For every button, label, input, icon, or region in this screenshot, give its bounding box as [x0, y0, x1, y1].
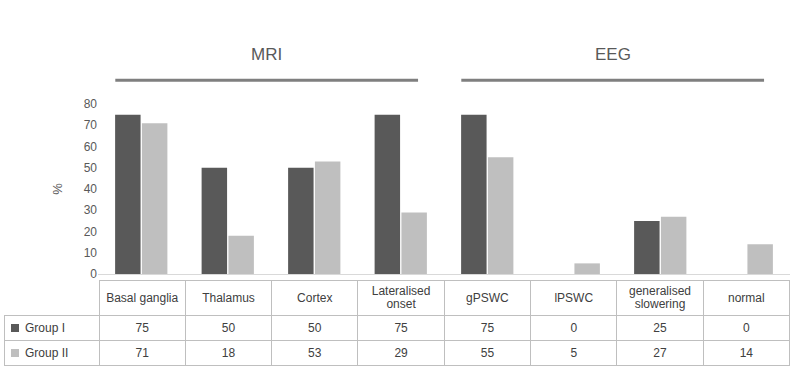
svg-text:40: 40: [84, 182, 98, 196]
html-text:normal: normal: [728, 290, 765, 305]
html-text:0: 0: [743, 320, 750, 335]
html-text:53: 53: [308, 345, 322, 360]
html-text:25: 25: [653, 320, 667, 335]
html-text:75: 75: [135, 320, 149, 335]
html-text:75: 75: [394, 320, 408, 335]
html-text:Cortex: Cortex: [297, 290, 333, 305]
html-text:generalised slowering: generalised slowering: [629, 284, 691, 311]
html-text:75: 75: [480, 320, 495, 335]
html-text:50: 50: [221, 320, 236, 335]
html-text:Group II: Group II: [25, 345, 69, 360]
svg-text:20: 20: [84, 225, 98, 239]
html-text:29: 29: [394, 345, 408, 360]
svg-text:50: 50: [84, 161, 98, 175]
html-text:18: 18: [221, 345, 236, 360]
svg-text:0: 0: [90, 267, 97, 281]
html-text:27: 27: [653, 345, 667, 360]
svg-text:30: 30: [84, 203, 98, 217]
html-text:Basal ganglia: Basal ganglia: [106, 290, 179, 305]
html-text:Thalamus: Thalamus: [202, 290, 255, 305]
html-text:14: 14: [739, 345, 753, 360]
svg-text:MRI: MRI: [251, 45, 282, 64]
html-text:71: 71: [135, 345, 149, 360]
html-text:5: 5: [570, 345, 578, 360]
html-text:lPSWC: lPSWC: [554, 290, 593, 305]
html-text:Group I: Group I: [25, 320, 65, 335]
html-text:0: 0: [570, 320, 578, 335]
html-text:55: 55: [480, 345, 495, 360]
svg-text:80: 80: [84, 97, 98, 111]
svg-text:60: 60: [84, 140, 98, 154]
html-text:Lateralised onset: Lateralised onset: [371, 284, 431, 311]
svg-text:10: 10: [84, 246, 98, 260]
html-text:50: 50: [308, 320, 322, 335]
html-text:gPSWC: gPSWC: [466, 290, 509, 305]
svg-text:EEG: EEG: [595, 45, 631, 64]
svg-text:%: %: [50, 183, 65, 195]
svg-text:70: 70: [84, 118, 98, 132]
